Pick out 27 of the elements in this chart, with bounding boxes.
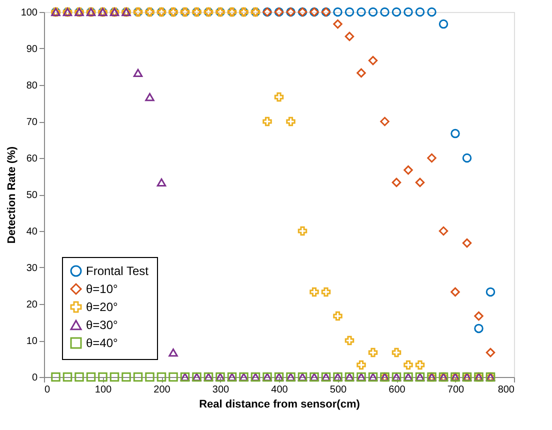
y-tick-label: 20	[26, 300, 38, 310]
x-tick-label: 500	[330, 384, 348, 396]
x-tick-label: 600	[388, 384, 406, 396]
y-tick-label: 30	[26, 263, 38, 274]
legend-label: Frontal Test	[86, 264, 150, 278]
x-tick-label: 0	[44, 384, 50, 396]
y-tick-label: 40	[26, 226, 38, 238]
y-tick-label: 90	[26, 44, 38, 55]
legend-label: θ=40°	[86, 336, 118, 350]
legend-label: θ=20°	[86, 300, 118, 314]
x-axis-title: Real distance from sensor(cm)	[199, 398, 360, 410]
y-tick-label: 80	[26, 80, 38, 92]
y-tick-label: 50	[26, 190, 38, 201]
x-tick-label: 200	[154, 384, 171, 396]
x-tick-label: 300	[212, 384, 230, 396]
y-tick-label: 10	[26, 336, 38, 347]
x-tick-label: 800	[498, 384, 515, 396]
x-tick-label: 400	[271, 384, 288, 396]
y-axis-title: Detection Rate (%)	[6, 146, 18, 244]
y-tick-label: 0	[32, 372, 38, 384]
y-tick-label: 70	[26, 117, 38, 128]
x-tick-label: 700	[447, 384, 465, 396]
legend-label: θ=10°	[86, 282, 118, 296]
y-tick-label: 60	[26, 154, 38, 164]
legend-label: θ=30°	[86, 318, 118, 332]
x-tick-label: 100	[94, 384, 112, 396]
y-tick-label: 100	[20, 8, 38, 18]
